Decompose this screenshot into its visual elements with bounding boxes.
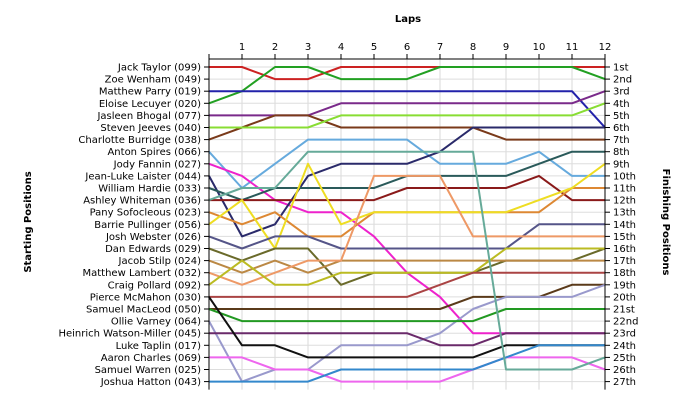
- start-position-label: Jasleen Bhogal (077): [96, 111, 201, 122]
- start-position-label: Zoe Wenham (049): [105, 75, 201, 86]
- series-line-3: [209, 90, 606, 129]
- finish-position-label: 5th: [613, 111, 630, 122]
- start-position-label: Jack Taylor (099): [117, 63, 201, 74]
- finish-position-label: 23rd: [613, 329, 636, 340]
- start-position-label: Jean-Luke Laister (044): [84, 171, 201, 182]
- finish-position-label: 2nd: [613, 75, 632, 86]
- start-position-label: Matthew Lambert (032): [83, 268, 202, 279]
- start-position-label: Matthew Parry (019): [99, 87, 201, 98]
- lap-tick-label: 10: [533, 42, 546, 53]
- start-position-label: Ashley Whiteman (036): [83, 196, 201, 207]
- start-position-label: Barrie Pullinger (056): [94, 220, 201, 231]
- start-position-label: Steven Jeeves (040): [100, 123, 201, 134]
- start-position-label: Aaron Charles (069): [101, 353, 201, 364]
- series-line-2: [208, 66, 606, 105]
- lap-tick-label: 2: [272, 42, 278, 53]
- lap-tick-label: 7: [437, 42, 443, 53]
- series-line-9: [208, 126, 605, 238]
- chart-title: Laps: [395, 14, 421, 25]
- start-position-label: Heinrich Watson-Miller (045): [58, 329, 201, 340]
- lap-tick-label: 9: [503, 42, 509, 53]
- finish-position-label: 8th: [613, 147, 630, 158]
- series-line-17: [208, 174, 605, 286]
- series-line-11: [209, 174, 605, 202]
- series-line-26: [209, 344, 605, 383]
- series-line-19: [209, 271, 605, 298]
- finish-position-label: 15th: [613, 232, 636, 243]
- finish-position-label: 25th: [613, 353, 636, 364]
- lap-ticks: 1 2 3 4 5 6 7 8 9 10 11 12: [239, 42, 612, 53]
- start-position-label: Craig Pollard (092): [108, 280, 201, 291]
- finish-position-label: 11th: [613, 184, 636, 195]
- series-line-27: [208, 150, 606, 371]
- lap-tick-label: 4: [338, 42, 344, 53]
- start-position-label: Anton Spires (066): [107, 147, 201, 158]
- finish-position-label: 4th: [613, 99, 630, 110]
- start-position-label: Dan Edwards (029): [105, 244, 201, 255]
- start-position-label: Charlotte Burridge (038): [78, 135, 201, 146]
- start-position-label: Pany Sofocleous (023): [90, 208, 202, 219]
- series-line-5: [208, 114, 605, 141]
- finish-labels: 1st2nd3rd4th5th6th7th8th9th10th11th12th1…: [613, 63, 638, 389]
- series-line-7: [208, 138, 605, 189]
- finish-position-label: 21st: [613, 305, 635, 316]
- lap-tick-label: 1: [239, 42, 245, 53]
- start-position-label: William Hardie (033): [98, 184, 201, 195]
- finish-position-label: 13th: [613, 208, 636, 219]
- finish-position-label: 19th: [613, 280, 636, 291]
- finishing-positions-label: Finishing Positions: [660, 169, 671, 276]
- finish-position-label: 24th: [613, 341, 636, 352]
- finish-position-label: 9th: [613, 159, 630, 170]
- plot-frame: [204, 53, 610, 390]
- start-labels: Jack Taylor (099)Zoe Wenham (049)Matthew…: [58, 63, 201, 389]
- finish-position-label: 3rd: [613, 87, 630, 98]
- series-line-22: [208, 308, 605, 323]
- finish-position-label: 12th: [613, 196, 636, 207]
- starting-positions-label: Starting Positions: [23, 171, 34, 272]
- series-line-23: [209, 332, 605, 347]
- lap-tick-label: 5: [371, 42, 377, 53]
- lap-tick-label: 8: [470, 42, 476, 53]
- start-position-label: Samuel MacLeod (050): [86, 305, 201, 316]
- series-line-25: [209, 356, 606, 383]
- series-line-16: [208, 259, 605, 274]
- start-position-label: Pierce McMahon (030): [90, 292, 201, 303]
- lap-tick-label: 6: [404, 42, 410, 53]
- lap-tick-label: 12: [599, 42, 612, 53]
- series-lines: [208, 66, 606, 383]
- finish-position-label: 6th: [613, 123, 630, 134]
- start-position-label: Joshua Hatton (043): [100, 377, 201, 388]
- finish-position-label: 22nd: [613, 317, 638, 328]
- series-line-6: [209, 102, 606, 129]
- finish-position-label: 27th: [613, 377, 636, 388]
- start-position-label: Samuel Warren (025): [95, 365, 202, 376]
- finish-position-label: 10th: [613, 171, 636, 182]
- finish-position-label: 7th: [613, 135, 630, 146]
- series-line-18: [208, 247, 605, 286]
- finish-position-label: 18th: [613, 268, 636, 279]
- finish-position-label: 1st: [613, 63, 629, 74]
- start-position-label: Jacob Stilp (024): [118, 256, 202, 267]
- lap-tick-label: 11: [566, 42, 579, 53]
- finish-position-label: 20th: [613, 292, 636, 303]
- finish-position-label: 17th: [613, 256, 636, 267]
- finish-position-label: 14th: [613, 220, 636, 231]
- lap-tick-label: 3: [305, 42, 311, 53]
- start-position-label: Luke Taplin (017): [116, 341, 201, 352]
- finish-position-label: 26th: [613, 365, 636, 376]
- start-position-label: Eloise Lecuyer (020): [99, 99, 201, 110]
- start-position-label: Jody Fannin (027): [113, 159, 201, 170]
- finish-position-label: 16th: [613, 244, 636, 255]
- start-position-label: Ollie Varney (064): [111, 317, 201, 328]
- series-line-14: [208, 223, 605, 250]
- start-position-label: Josh Webster (026): [105, 232, 201, 243]
